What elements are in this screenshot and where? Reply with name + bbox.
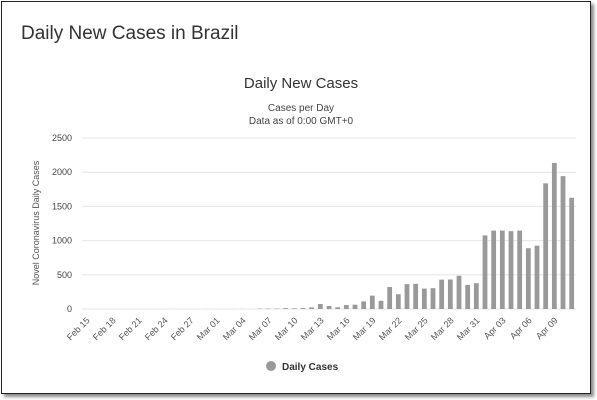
bar[interactable] xyxy=(569,197,575,309)
bar[interactable] xyxy=(300,308,306,309)
x-tick-label: Feb 21 xyxy=(117,315,144,342)
bar[interactable] xyxy=(283,308,289,309)
x-tick-label: Mar 01 xyxy=(195,315,222,342)
x-tick-label: Apr 03 xyxy=(482,315,508,341)
bar[interactable] xyxy=(309,307,315,309)
bar[interactable] xyxy=(482,235,488,309)
bar[interactable] xyxy=(369,295,375,309)
y-tick-label: 1000 xyxy=(52,236,72,246)
chart-title: Daily New Cases xyxy=(244,75,358,92)
bar[interactable] xyxy=(291,308,297,309)
bar[interactable] xyxy=(352,304,358,309)
bar[interactable] xyxy=(317,304,323,309)
bar[interactable] xyxy=(465,284,471,309)
y-tick-label: 2000 xyxy=(52,167,72,177)
x-tick-label: Feb 15 xyxy=(65,315,92,342)
bar[interactable] xyxy=(534,245,540,309)
bar[interactable] xyxy=(335,307,341,309)
bar[interactable] xyxy=(395,294,401,309)
chart-card: Daily New Cases in Brazil xyxy=(1,1,591,394)
bar[interactable] xyxy=(473,283,479,309)
bar[interactable] xyxy=(551,162,557,309)
x-tick-label: Feb 24 xyxy=(143,315,170,342)
page-title: Daily New Cases in Brazil xyxy=(21,23,239,44)
bar[interactable] xyxy=(499,230,505,309)
y-tick-label: 0 xyxy=(67,304,72,314)
x-tick-label: Mar 19 xyxy=(351,315,378,342)
x-tick-label: Feb 18 xyxy=(91,315,118,342)
bar[interactable] xyxy=(413,283,419,309)
legend[interactable]: Daily Cases xyxy=(266,361,339,373)
bar[interactable] xyxy=(491,230,497,309)
bar[interactable] xyxy=(326,305,332,309)
x-tick-label: Mar 10 xyxy=(273,315,300,342)
y-tick-label: 2500 xyxy=(52,133,72,143)
bar[interactable] xyxy=(447,279,453,309)
x-tick-label: Feb 27 xyxy=(169,315,196,342)
chart-subtitle-line1: Cases per Day xyxy=(268,103,334,114)
x-tick-label: Mar 28 xyxy=(429,315,456,342)
bar[interactable] xyxy=(404,284,410,309)
x-tick-label: Apr 06 xyxy=(508,315,534,341)
x-tick-label: Mar 22 xyxy=(377,315,404,342)
bar[interactable] xyxy=(525,248,531,309)
bar[interactable] xyxy=(439,279,445,309)
bar[interactable] xyxy=(560,176,566,309)
y-tick-label: 1500 xyxy=(52,201,72,211)
x-tick-label: Apr 09 xyxy=(534,315,560,341)
bar[interactable] xyxy=(343,305,349,309)
x-tick-label: Mar 13 xyxy=(299,315,326,342)
y-tick-label: 500 xyxy=(57,270,72,280)
x-tick-label: Mar 31 xyxy=(455,315,482,342)
x-tick-label: Mar 07 xyxy=(247,315,274,342)
legend-label: Daily Cases xyxy=(282,362,339,373)
bar[interactable] xyxy=(361,301,367,309)
bar[interactable] xyxy=(430,288,436,309)
x-tick-label: Mar 04 xyxy=(221,315,248,342)
legend-marker xyxy=(266,361,276,371)
bar[interactable] xyxy=(543,183,549,309)
bar[interactable] xyxy=(456,275,462,309)
bar[interactable] xyxy=(421,288,427,309)
x-tick-label: Mar 16 xyxy=(325,315,352,342)
bar[interactable] xyxy=(378,300,384,309)
chart-subtitle-line2: Data as of 0:00 GMT+0 xyxy=(249,116,354,127)
y-axis-title: Novel Coronavirus Daily Cases xyxy=(31,160,41,285)
bar[interactable] xyxy=(387,287,393,309)
bar[interactable] xyxy=(508,231,514,309)
x-tick-label: Mar 25 xyxy=(403,315,430,342)
bar[interactable] xyxy=(517,230,523,309)
